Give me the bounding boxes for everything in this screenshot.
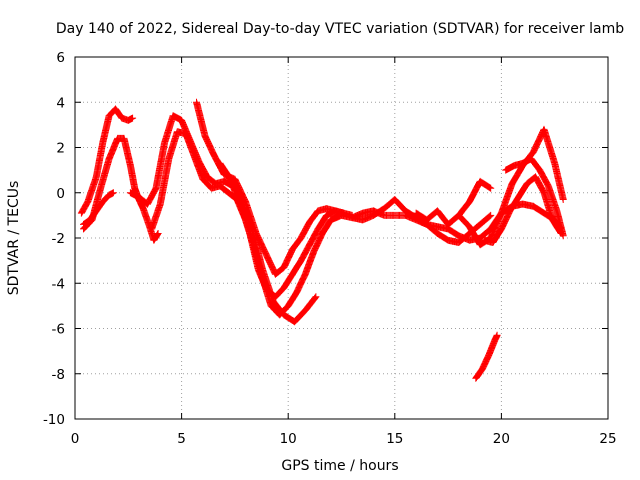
series-sat-j xyxy=(412,177,495,228)
chart-title: Day 140 of 2022, Sidereal Day-to-day VTE… xyxy=(56,21,624,37)
y-tick-label: 4 xyxy=(56,95,65,111)
series-markers xyxy=(348,196,495,246)
series-sat-l xyxy=(480,173,565,246)
y-tick-label: 0 xyxy=(56,186,65,202)
series-markers xyxy=(480,173,565,246)
x-tick-label: 10 xyxy=(280,431,297,447)
y-tick-label: -8 xyxy=(52,367,65,383)
y-tick-label: -4 xyxy=(52,276,65,292)
series-markers xyxy=(412,177,495,228)
series-sat-a xyxy=(77,105,137,217)
x-tick-label: 15 xyxy=(386,431,403,447)
series-sat-e xyxy=(148,128,343,319)
series-sat-m xyxy=(502,155,567,240)
y-tick-label: -10 xyxy=(43,412,65,428)
series-markers xyxy=(216,159,320,326)
x-tick-label: 0 xyxy=(71,431,80,447)
data-layer xyxy=(77,98,567,382)
series-sat-i xyxy=(348,196,495,246)
x-axis-label: GPS time / hours xyxy=(281,458,398,474)
y-axis-label: SDTVAR / TECUs xyxy=(6,181,22,296)
series-markers xyxy=(502,155,567,240)
series-markers xyxy=(80,189,117,228)
series-sat-n xyxy=(472,331,501,382)
series-sat-c xyxy=(80,189,117,228)
y-tick-label: 2 xyxy=(56,141,65,157)
series-markers xyxy=(77,105,137,217)
tick-labels: 0 5 10 15 20 25 -10 -8 -6 -4 -2 0 2 4 6 xyxy=(43,50,617,447)
plot-frame xyxy=(74,56,609,420)
series-markers xyxy=(148,128,343,319)
series-sat-g xyxy=(216,159,320,326)
series-markers xyxy=(472,331,501,382)
x-tick-label: 5 xyxy=(177,431,186,447)
y-tick-label: 6 xyxy=(56,50,65,66)
y-tick-label: -6 xyxy=(52,322,65,338)
x-tick-label: 20 xyxy=(493,431,510,447)
x-tick-label: 25 xyxy=(599,431,616,447)
y-tick-label: -2 xyxy=(52,231,65,247)
